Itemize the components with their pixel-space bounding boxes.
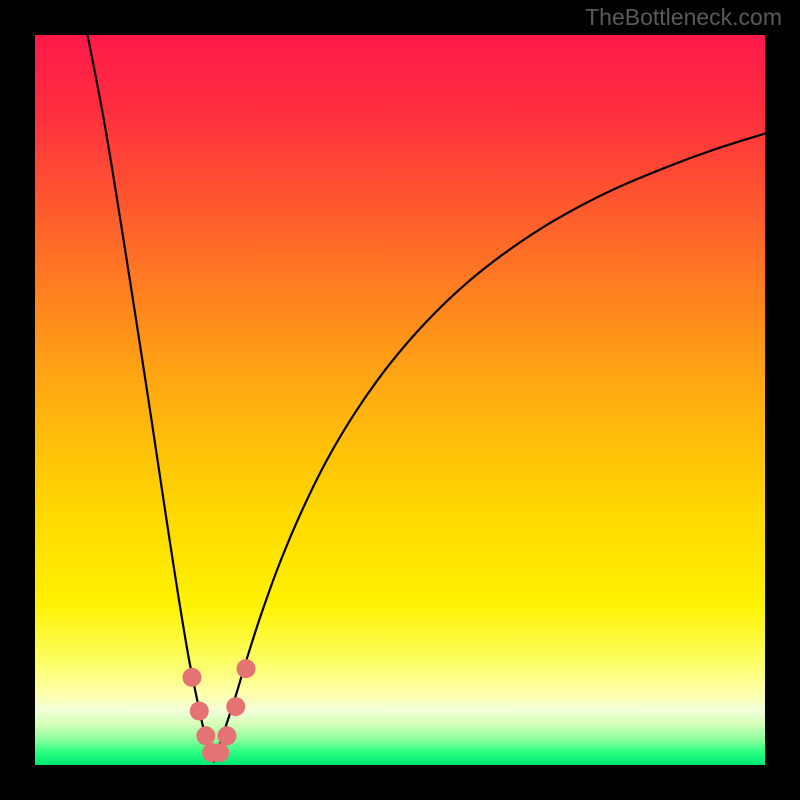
chart-container: TheBottleneck.com bbox=[0, 0, 800, 800]
marker-point bbox=[226, 697, 245, 716]
marker-point bbox=[190, 701, 209, 720]
marker-point bbox=[217, 726, 236, 745]
marker-point bbox=[196, 726, 215, 745]
chart-svg bbox=[35, 35, 765, 765]
marker-point bbox=[236, 659, 255, 678]
plot-area bbox=[35, 35, 765, 765]
marker-point bbox=[210, 743, 229, 762]
marker-point bbox=[182, 668, 201, 687]
gradient-background bbox=[35, 35, 765, 765]
watermark-text: TheBottleneck.com bbox=[585, 4, 782, 31]
